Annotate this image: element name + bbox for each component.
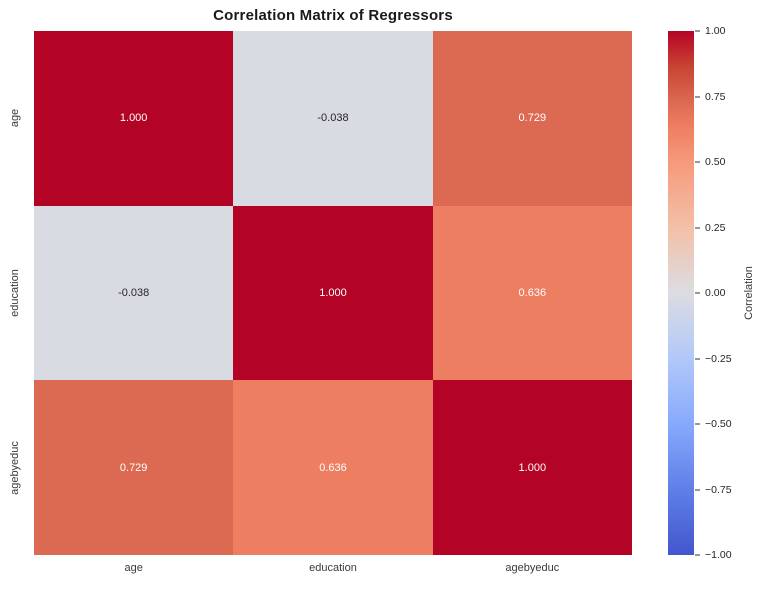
colorbar-tick-label: −0.75: [705, 483, 732, 496]
colorbar-tick-label: 0.00: [705, 287, 726, 299]
colorbar-tick-label: −0.25: [705, 352, 732, 365]
colorbar-tick-mark: [695, 161, 700, 163]
heatmap-cell-education-age: -0.038: [34, 205, 234, 381]
y-tick-label-education: education: [9, 269, 21, 317]
colorbar-tick-mark: [695, 358, 700, 359]
colorbar-tick-label: 0.25: [705, 221, 726, 234]
heatmap-cell-education-agebyeduc: 0.636: [432, 205, 632, 381]
y-tick-label-agebyeduc: agebyeduc: [9, 440, 21, 495]
heatmap-cell-agebyeduc-education: 0.636: [233, 380, 433, 555]
heatmap-grid: 1.000 -0.038 0.729 -0.038 1.000 0.636 0.729 0.6…: [34, 31, 632, 555]
colorbar-tick-mark: [695, 554, 700, 556]
colorbar-gradient: 1.00 0.75 0.50 0.25 0.00 −0.25 −0.50 −0.75 −1.00: [668, 25, 732, 561]
colorbar-tick-label: 1.00: [705, 25, 726, 37]
heatmap-cell-agebyeduc-age: 0.729: [34, 380, 234, 555]
colorbar-tick-mark: [695, 30, 700, 32]
chart-title: Correlation Matrix of Regressors: [213, 7, 453, 24]
colorbar-tick-label: 0.75: [705, 90, 726, 103]
colorbar-axis-label: Correlation: [743, 266, 755, 320]
colorbar-tick-mark: [695, 292, 700, 294]
heatmap-cell-age-agebyeduc: 0.729: [432, 31, 632, 206]
colorbar-tick-mark: [695, 423, 700, 425]
colorbar-tick-mark: [695, 227, 700, 228]
colorbar-tick-label: −0.50: [705, 418, 732, 430]
colorbar-tick-mark: [695, 96, 700, 97]
colorbar-tick-label: 0.50: [705, 156, 726, 168]
colorbar-tick-label: −1.00: [705, 549, 732, 561]
heatmap-cell-agebyeduc-agebyeduc: 1.000: [432, 380, 632, 555]
heatmap-cell-age-education: -0.038: [233, 31, 433, 206]
heatmap-cell-age-age: 1.000: [34, 31, 234, 206]
x-tick-label-education: education: [309, 562, 357, 574]
colorbar-tick-mark: [695, 489, 700, 490]
heatmap-cell-education-education: 1.000: [233, 205, 433, 381]
y-tick-label-age: age: [9, 109, 21, 128]
x-tick-label-age: age: [124, 562, 143, 574]
x-tick-label-agebyeduc: agebyeduc: [505, 562, 560, 574]
